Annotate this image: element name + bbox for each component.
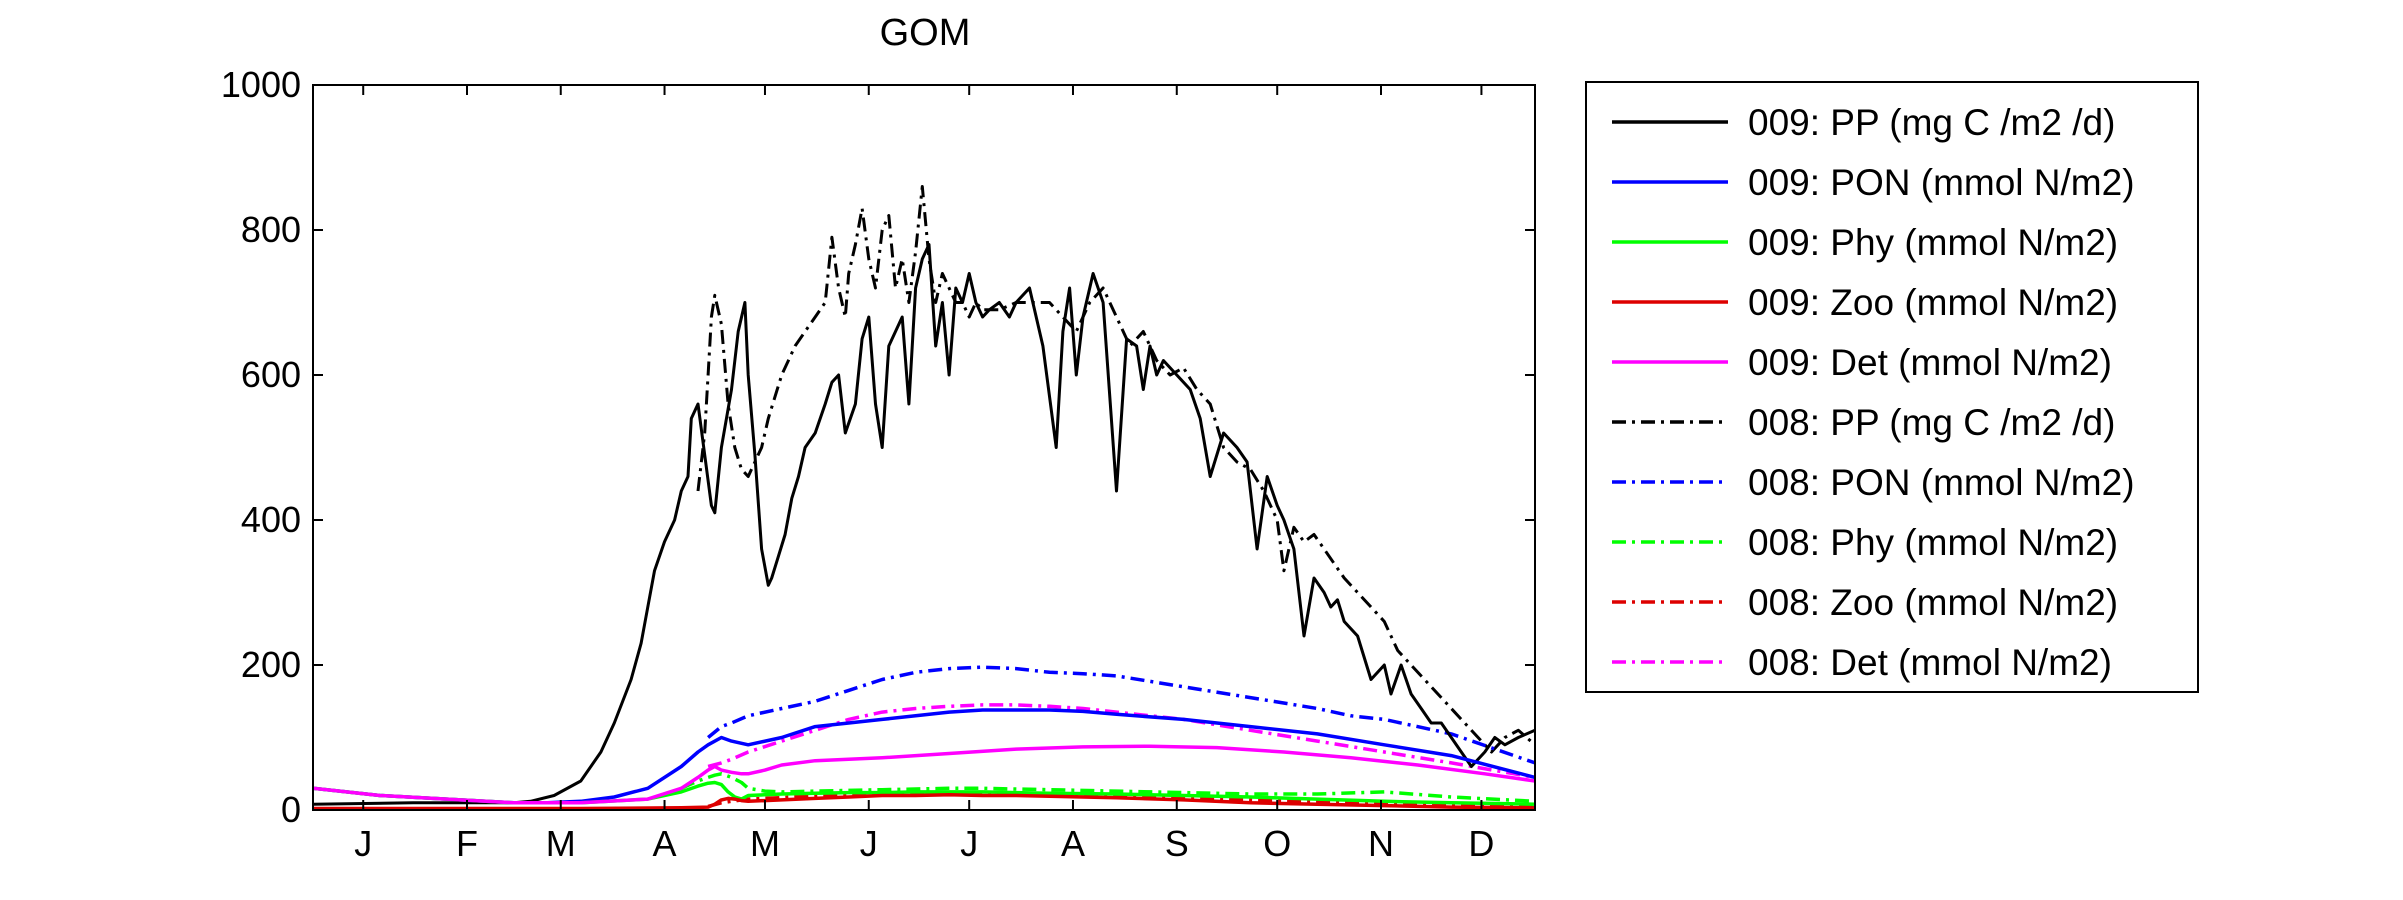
y-tick-label: 800 — [241, 209, 301, 250]
series-line-6 — [706, 665, 1535, 765]
legend-label-4: 009: Det (mmol N/m2) — [1748, 342, 2112, 383]
series-line-3 — [313, 793, 1535, 810]
plot-frame — [312, 84, 1536, 811]
y-tick-label: 600 — [241, 354, 301, 395]
series-line-8 — [707, 790, 1535, 809]
series-line-7 — [680, 772, 1535, 804]
series-layer — [313, 185, 1535, 810]
x-tick-label: D — [1468, 823, 1494, 864]
x-tick-label: J — [860, 823, 878, 864]
series-line-4 — [313, 744, 1535, 805]
x-tick-label: S — [1165, 823, 1189, 864]
x-tick-label: J — [354, 823, 372, 864]
x-tick-label: F — [456, 823, 478, 864]
x-tick-label: M — [546, 823, 576, 864]
y-tick-label: 1000 — [221, 64, 301, 105]
legend-label-3: 009: Zoo (mmol N/m2) — [1748, 282, 2118, 323]
legend-label-7: 008: Phy (mmol N/m2) — [1748, 522, 2118, 563]
y-tick-label: 200 — [241, 644, 301, 685]
series-line-9 — [707, 703, 1535, 780]
chart-title: GOM — [880, 12, 971, 54]
legend-label-0: 009: PP (mg C /m2 /d) — [1748, 102, 2115, 143]
legend-label-2: 009: Phy (mmol N/m2) — [1748, 222, 2118, 263]
y-tick-label: 0 — [281, 789, 301, 830]
legend-label-9: 008: Det (mmol N/m2) — [1748, 642, 2112, 683]
x-tick-label: M — [750, 823, 780, 864]
series-line-0 — [313, 243, 1535, 806]
x-tick-label: A — [1061, 823, 1085, 864]
legend-label-1: 009: PON (mmol N/m2) — [1748, 162, 2135, 203]
x-tick-label: A — [653, 823, 677, 864]
x-tick-label: N — [1368, 823, 1394, 864]
legend: 009: PP (mg C /m2 /d) 009: PON (mmol N/m2… — [1585, 81, 2199, 693]
x-tick-label: O — [1263, 823, 1291, 864]
y-tick-label: 400 — [241, 499, 301, 540]
x-tick-label: J — [960, 823, 978, 864]
legend-label-6: 008: PON (mmol N/m2) — [1748, 462, 2135, 503]
legend-label-5: 008: PP (mg C /m2 /d) — [1748, 402, 2115, 443]
ticks-layer: 0 200 400 600 800 1000 J F M A M J J A S O N D — [221, 64, 1535, 864]
legend-label-8: 008: Zoo (mmol N/m2) — [1748, 582, 2118, 623]
